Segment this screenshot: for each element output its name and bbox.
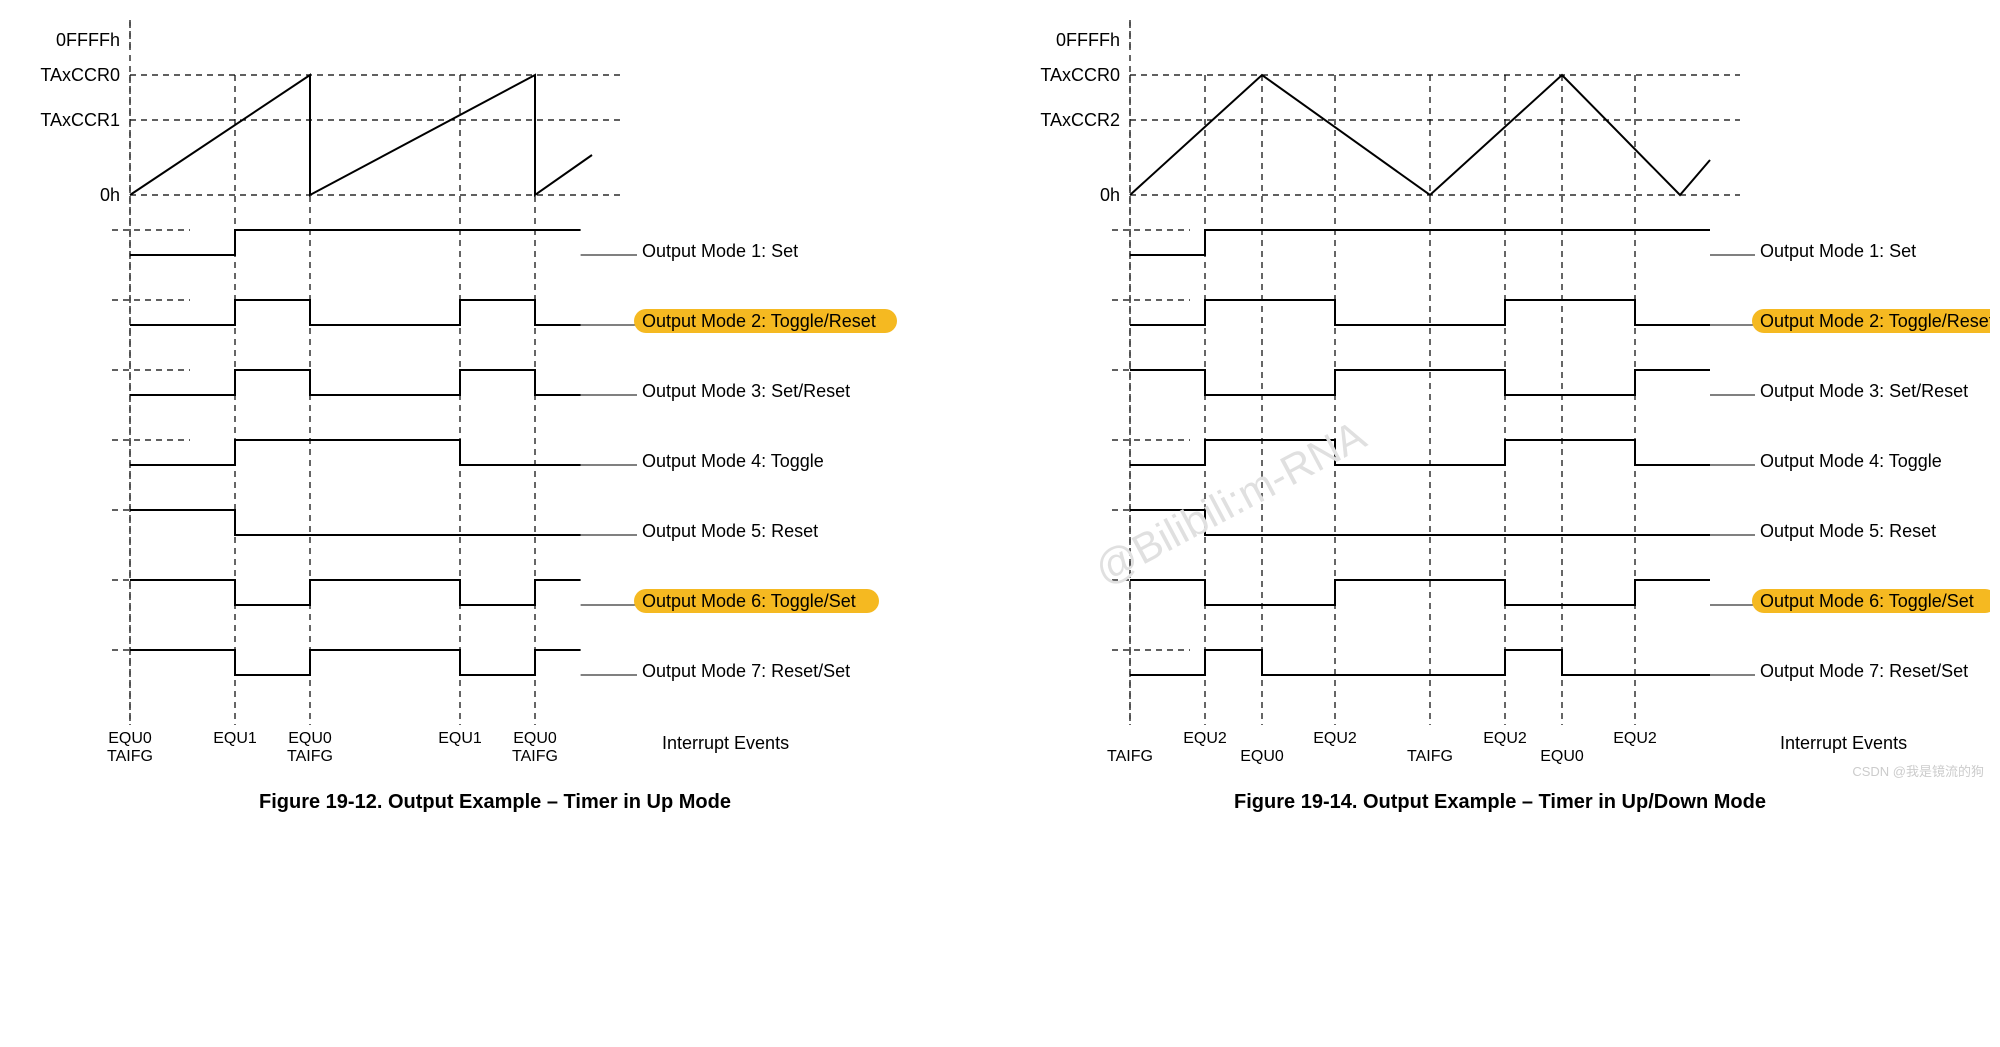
- left-svg: 0FFFFh TAxCCR0 TAxCCR1 0h Output Mode 1: Set…: [10, 10, 980, 780]
- svg-text:CSDN @我是镜流的狗: CSDN @我是镜流的狗: [1852, 764, 1984, 779]
- svg-text:TAIFG: TAIFG: [1407, 748, 1453, 765]
- svg-text:Output Mode 7: Reset/Set: Output Mode 7: Reset/Set: [642, 661, 850, 681]
- svg-text:TAxCCR2: TAxCCR2: [1040, 110, 1120, 130]
- svg-text:EQU0: EQU0: [1540, 748, 1584, 765]
- svg-text:EQU1: EQU1: [213, 730, 257, 747]
- right-panel: 0FFFFh TAxCCR0 TAxCCR2 0h Output Mode 1: Set…: [1010, 10, 1990, 814]
- svg-text:Output Mode 6: Toggle/Set: Output Mode 6: Toggle/Set: [1760, 591, 1974, 611]
- right-svg: 0FFFFh TAxCCR0 TAxCCR2 0h Output Mode 1: Set…: [1010, 10, 1990, 780]
- svg-text:0FFFFh: 0FFFFh: [1056, 30, 1120, 50]
- svg-text:Output Mode 7: Reset/Set: Output Mode 7: Reset/Set: [1760, 661, 1968, 681]
- svg-text:EQU0: EQU0: [108, 730, 152, 747]
- svg-text:EQU2: EQU2: [1313, 730, 1357, 747]
- svg-text:Output Mode 4: Toggle: Output Mode 4: Toggle: [642, 451, 824, 471]
- svg-text:Interrupt Events: Interrupt Events: [1780, 733, 1907, 753]
- svg-text:TAxCCR0: TAxCCR0: [1040, 65, 1120, 85]
- svg-text:TAxCCR1: TAxCCR1: [40, 110, 120, 130]
- svg-text:Output Mode 1: Set: Output Mode 1: Set: [642, 241, 798, 261]
- svg-text:0h: 0h: [100, 185, 120, 205]
- svg-text:TAIFG: TAIFG: [512, 748, 558, 765]
- svg-text:EQU2: EQU2: [1613, 730, 1657, 747]
- svg-text:TAIFG: TAIFG: [287, 748, 333, 765]
- left-caption: Figure 19-12. Output Example – Timer in …: [10, 791, 980, 814]
- left-panel: 0FFFFh TAxCCR0 TAxCCR1 0h Output Mode 1: Set…: [10, 10, 980, 814]
- svg-text:TAxCCR0: TAxCCR0: [40, 65, 120, 85]
- svg-text:EQU2: EQU2: [1483, 730, 1527, 747]
- right-caption: Figure 19-14. Output Example – Timer in …: [1010, 791, 1990, 814]
- svg-text:Output Mode 2: Toggle/Reset: Output Mode 2: Toggle/Reset: [1760, 311, 1990, 331]
- svg-text:Output Mode 3: Set/Reset: Output Mode 3: Set/Reset: [642, 381, 850, 401]
- svg-text:EQU2: EQU2: [1183, 730, 1227, 747]
- svg-text:EQU0: EQU0: [288, 730, 332, 747]
- svg-text:Output Mode 5: Reset: Output Mode 5: Reset: [642, 521, 818, 541]
- svg-text:TAIFG: TAIFG: [1107, 748, 1153, 765]
- svg-text:Output Mode 6: Toggle/Set: Output Mode 6: Toggle/Set: [642, 591, 856, 611]
- svg-text:EQU0: EQU0: [513, 730, 557, 747]
- svg-text:0FFFFh: 0FFFFh: [56, 30, 120, 50]
- svg-text:Output Mode 5: Reset: Output Mode 5: Reset: [1760, 521, 1936, 541]
- svg-text:0h: 0h: [1100, 185, 1120, 205]
- diagram-container: 0FFFFh TAxCCR0 TAxCCR1 0h Output Mode 1: Set…: [10, 10, 1990, 814]
- svg-text:EQU1: EQU1: [438, 730, 482, 747]
- svg-text:EQU0: EQU0: [1240, 748, 1284, 765]
- svg-text:Interrupt Events: Interrupt Events: [662, 733, 789, 753]
- svg-text:Output Mode 1: Set: Output Mode 1: Set: [1760, 241, 1916, 261]
- svg-text:TAIFG: TAIFG: [107, 748, 153, 765]
- svg-text:Output Mode 4: Toggle: Output Mode 4: Toggle: [1760, 451, 1942, 471]
- svg-text:Output Mode 3: Set/Reset: Output Mode 3: Set/Reset: [1760, 381, 1968, 401]
- svg-text:Output Mode 2: Toggle/Reset: Output Mode 2: Toggle/Reset: [642, 311, 876, 331]
